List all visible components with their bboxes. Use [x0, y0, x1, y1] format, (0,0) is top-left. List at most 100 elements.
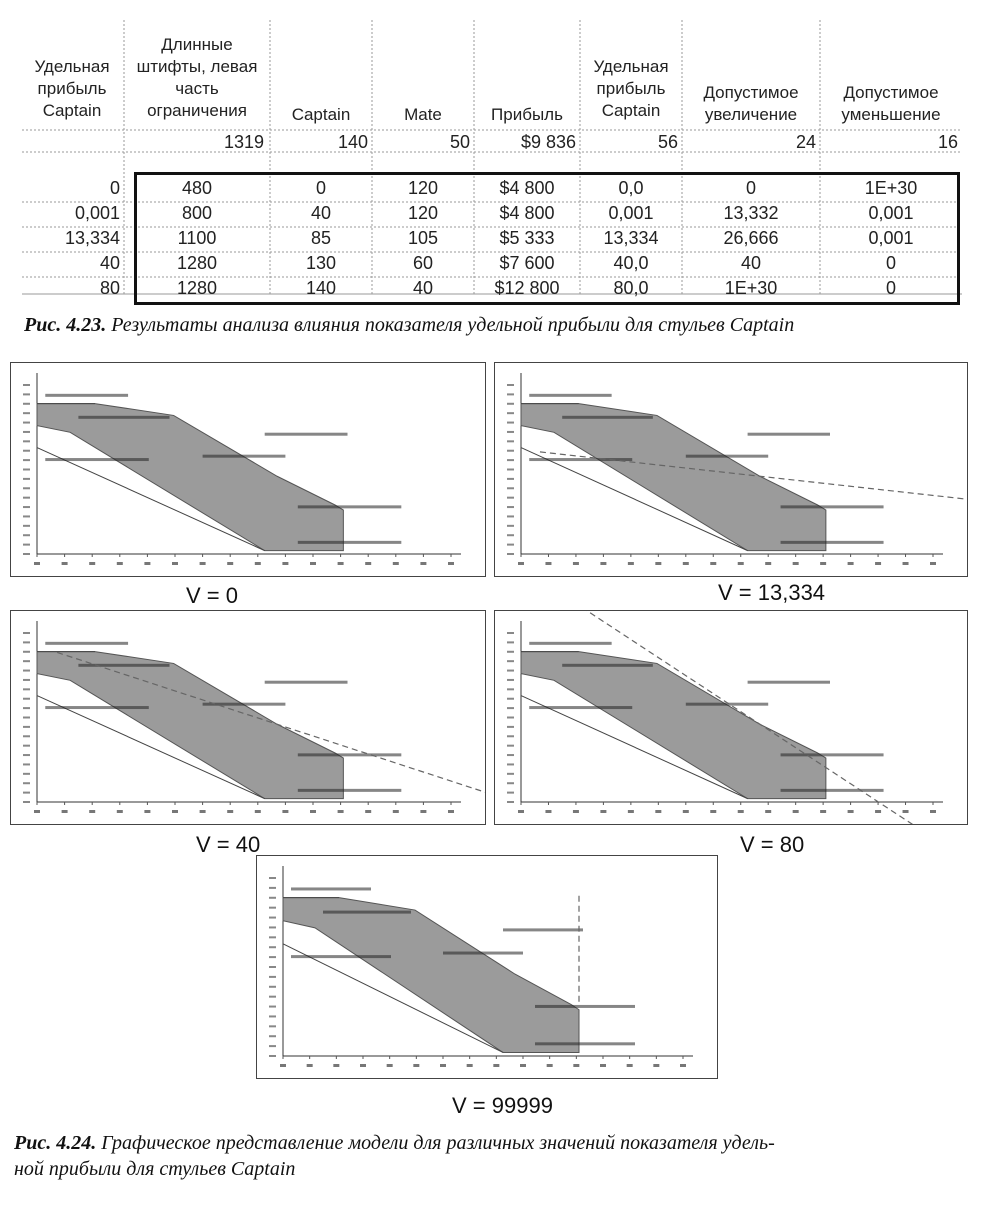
constraint-label	[264, 432, 348, 436]
x-tick-label	[116, 562, 123, 565]
y-tick-label	[269, 975, 276, 978]
y-tick-label	[507, 384, 514, 386]
y-tick-label	[23, 688, 30, 691]
y-tick-label	[507, 421, 514, 424]
table-cell: $12 800	[494, 278, 560, 298]
x-tick-label	[420, 562, 427, 565]
table-cell: 1280	[176, 278, 218, 298]
x-tick-label	[282, 562, 289, 565]
y-tick-label	[23, 660, 30, 663]
x-tick-label	[902, 810, 909, 813]
y-tick-label	[507, 412, 514, 415]
y-tick-label	[23, 716, 30, 719]
sensitivity-table: Удельная прибыль Captain Длинные штифты,…	[22, 20, 962, 305]
constraint-label	[780, 505, 884, 509]
constraint-line	[282, 943, 504, 1053]
y-tick-label	[269, 1015, 276, 1018]
y-tick-label	[23, 754, 30, 757]
y-tick-label	[23, 543, 30, 546]
y-tick-label	[23, 384, 30, 386]
y-tick-label	[269, 877, 276, 879]
x-tick-label	[682, 562, 689, 565]
y-tick-label	[23, 515, 30, 518]
table-cell: 1100	[177, 228, 217, 248]
y-tick-label	[23, 487, 30, 490]
constraint-label	[780, 788, 884, 792]
table-cell: 40	[310, 203, 332, 223]
x-tick-label	[337, 810, 344, 813]
x-tick-label	[655, 562, 662, 565]
x-tick-label	[413, 1064, 420, 1067]
feasible-region	[520, 403, 827, 552]
y-tick-label	[507, 725, 514, 728]
y-tick-label	[507, 660, 514, 663]
x-tick-label	[737, 562, 744, 565]
panel-label: V = 99999	[452, 1093, 553, 1118]
y-tick-label	[23, 782, 30, 785]
feasible-region-chart	[23, 373, 461, 565]
y-tick-label	[23, 468, 30, 471]
y-tick-label	[507, 430, 514, 433]
y-tick-label	[507, 468, 514, 471]
y-tick-label	[23, 421, 30, 424]
y-tick-label	[23, 506, 30, 509]
y-tick-label	[23, 641, 30, 644]
constraint-label	[323, 910, 411, 914]
x-tick-label	[600, 562, 607, 565]
x-tick-label	[600, 810, 607, 813]
y-tick-label	[269, 966, 276, 968]
table-cell: 85	[310, 228, 332, 248]
x-tick-label	[254, 562, 261, 565]
table-cell: 80,0	[613, 278, 649, 298]
constraint-label	[562, 663, 653, 667]
constraint-label	[685, 454, 769, 458]
y-tick-label	[269, 936, 276, 939]
y-tick-label	[23, 669, 30, 672]
x-tick-label	[254, 810, 261, 813]
y-tick-label	[23, 632, 30, 634]
x-tick-label	[199, 562, 206, 565]
x-tick-label	[310, 810, 316, 813]
chart-panel-v40	[10, 610, 486, 825]
constraint-label	[297, 505, 402, 509]
x-tick-label	[440, 1064, 446, 1067]
x-tick-label	[34, 810, 40, 813]
table-cell: 40,0	[613, 253, 649, 273]
x-tick-label	[420, 810, 427, 813]
y-tick-label	[23, 477, 30, 480]
x-tick-label	[792, 562, 799, 565]
feasible-region	[520, 651, 827, 800]
y-tick-label	[23, 744, 30, 747]
y-tick-label	[507, 449, 514, 452]
y-tick-label	[23, 402, 30, 405]
data-block-border	[134, 172, 960, 305]
x-tick-label	[466, 1064, 473, 1067]
x-tick-label	[626, 1064, 633, 1067]
y-tick-label	[507, 707, 514, 710]
y-tick-label	[507, 754, 514, 757]
table-cell: $4 800	[499, 203, 555, 223]
x-tick-label	[737, 810, 744, 813]
y-tick-label	[23, 725, 30, 728]
y-tick-label	[507, 487, 514, 490]
y-tick-label	[23, 534, 30, 537]
x-tick-label	[847, 562, 854, 565]
x-tick-label	[144, 562, 151, 565]
constraint-label	[45, 706, 149, 710]
y-tick-label	[23, 697, 30, 700]
x-tick-label	[600, 1064, 606, 1067]
x-tick-label	[34, 562, 40, 565]
y-tick-label	[23, 707, 30, 710]
x-tick-label	[545, 810, 552, 813]
constraint-line	[36, 695, 265, 800]
x-tick-label	[710, 810, 717, 813]
x-tick-label	[333, 1064, 340, 1067]
table-cell: 0	[885, 278, 896, 298]
chart-panel-v0	[10, 362, 486, 577]
y-tick-label	[23, 772, 30, 775]
x-tick-label	[306, 1064, 313, 1067]
x-tick-label	[448, 562, 454, 565]
feasible-region-chart	[507, 373, 967, 565]
x-tick-label	[365, 810, 372, 813]
summary-cell: $9 836	[520, 132, 576, 152]
